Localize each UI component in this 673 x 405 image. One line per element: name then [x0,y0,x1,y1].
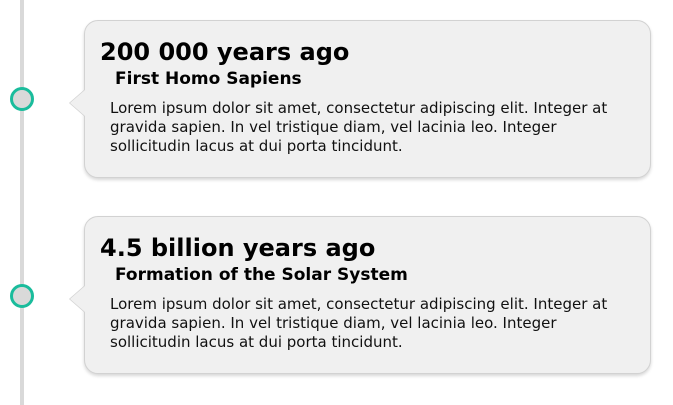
timeline-marker [10,87,34,111]
event-title: First Homo Sapiens [115,69,302,89]
timeline-line [20,0,24,405]
timeline-event-card: 4.5 billion years ago Formation of the S… [69,216,651,374]
timeline-marker [10,284,34,308]
event-date: 4.5 billion years ago [100,234,376,262]
timeline-event-card: 200 000 years ago First Homo Sapiens Lor… [69,20,651,178]
event-date: 200 000 years ago [100,38,350,66]
event-title: Formation of the Solar System [115,265,408,285]
event-description: Lorem ipsum dolor sit amet, consectetur … [110,99,608,155]
event-description: Lorem ipsum dolor sit amet, consectetur … [110,295,608,351]
